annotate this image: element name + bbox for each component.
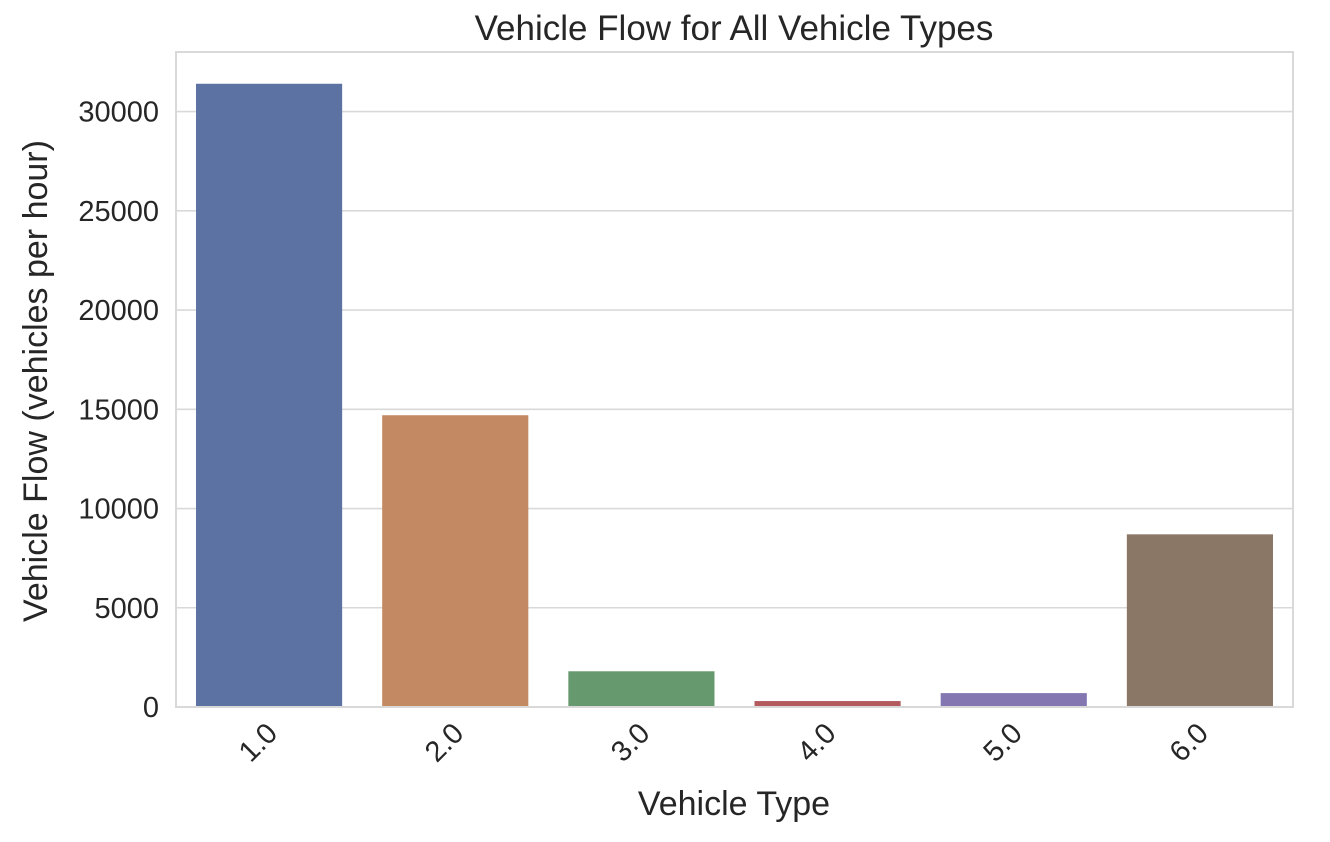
bar-5.0 bbox=[940, 693, 1087, 707]
x-axis-label: Vehicle Type bbox=[638, 785, 830, 823]
x-tick-label: 2.0 bbox=[419, 717, 470, 768]
bar-6.0 bbox=[1126, 534, 1273, 707]
y-tick-labels: 0 5000 10000 15000 20000 25000 30000 bbox=[78, 97, 159, 724]
x-tick-label: 6.0 bbox=[1164, 717, 1215, 768]
y-tick-label: 30000 bbox=[78, 97, 159, 129]
y-tick-label: 0 bbox=[143, 692, 159, 724]
chart-title: Vehicle Flow for All Vehicle Types bbox=[475, 9, 994, 48]
y-tick-label: 20000 bbox=[78, 295, 159, 327]
x-tick-label: 3.0 bbox=[605, 717, 656, 768]
bar-2.0 bbox=[382, 415, 529, 707]
y-tick-label: 5000 bbox=[94, 593, 159, 625]
y-axis-label: Vehicle Flow (vehicles per hour) bbox=[17, 140, 55, 622]
y-tick-label: 15000 bbox=[78, 394, 159, 426]
x-tick-label: 4.0 bbox=[791, 717, 842, 768]
bars bbox=[196, 83, 1273, 708]
bar-4.0 bbox=[754, 701, 901, 707]
plot-frame bbox=[175, 51, 1294, 708]
bar-3.0 bbox=[568, 671, 715, 707]
x-tick-label: 5.0 bbox=[978, 717, 1029, 768]
x-tick-label: 1.0 bbox=[233, 717, 284, 768]
y-tick-label: 10000 bbox=[78, 494, 159, 526]
grid-lines bbox=[176, 110, 1293, 609]
y-tick-label: 25000 bbox=[78, 196, 159, 228]
x-tick-labels: 1.0 2.0 3.0 4.0 5.0 6.0 bbox=[233, 717, 1215, 768]
bar-1.0 bbox=[196, 83, 343, 708]
